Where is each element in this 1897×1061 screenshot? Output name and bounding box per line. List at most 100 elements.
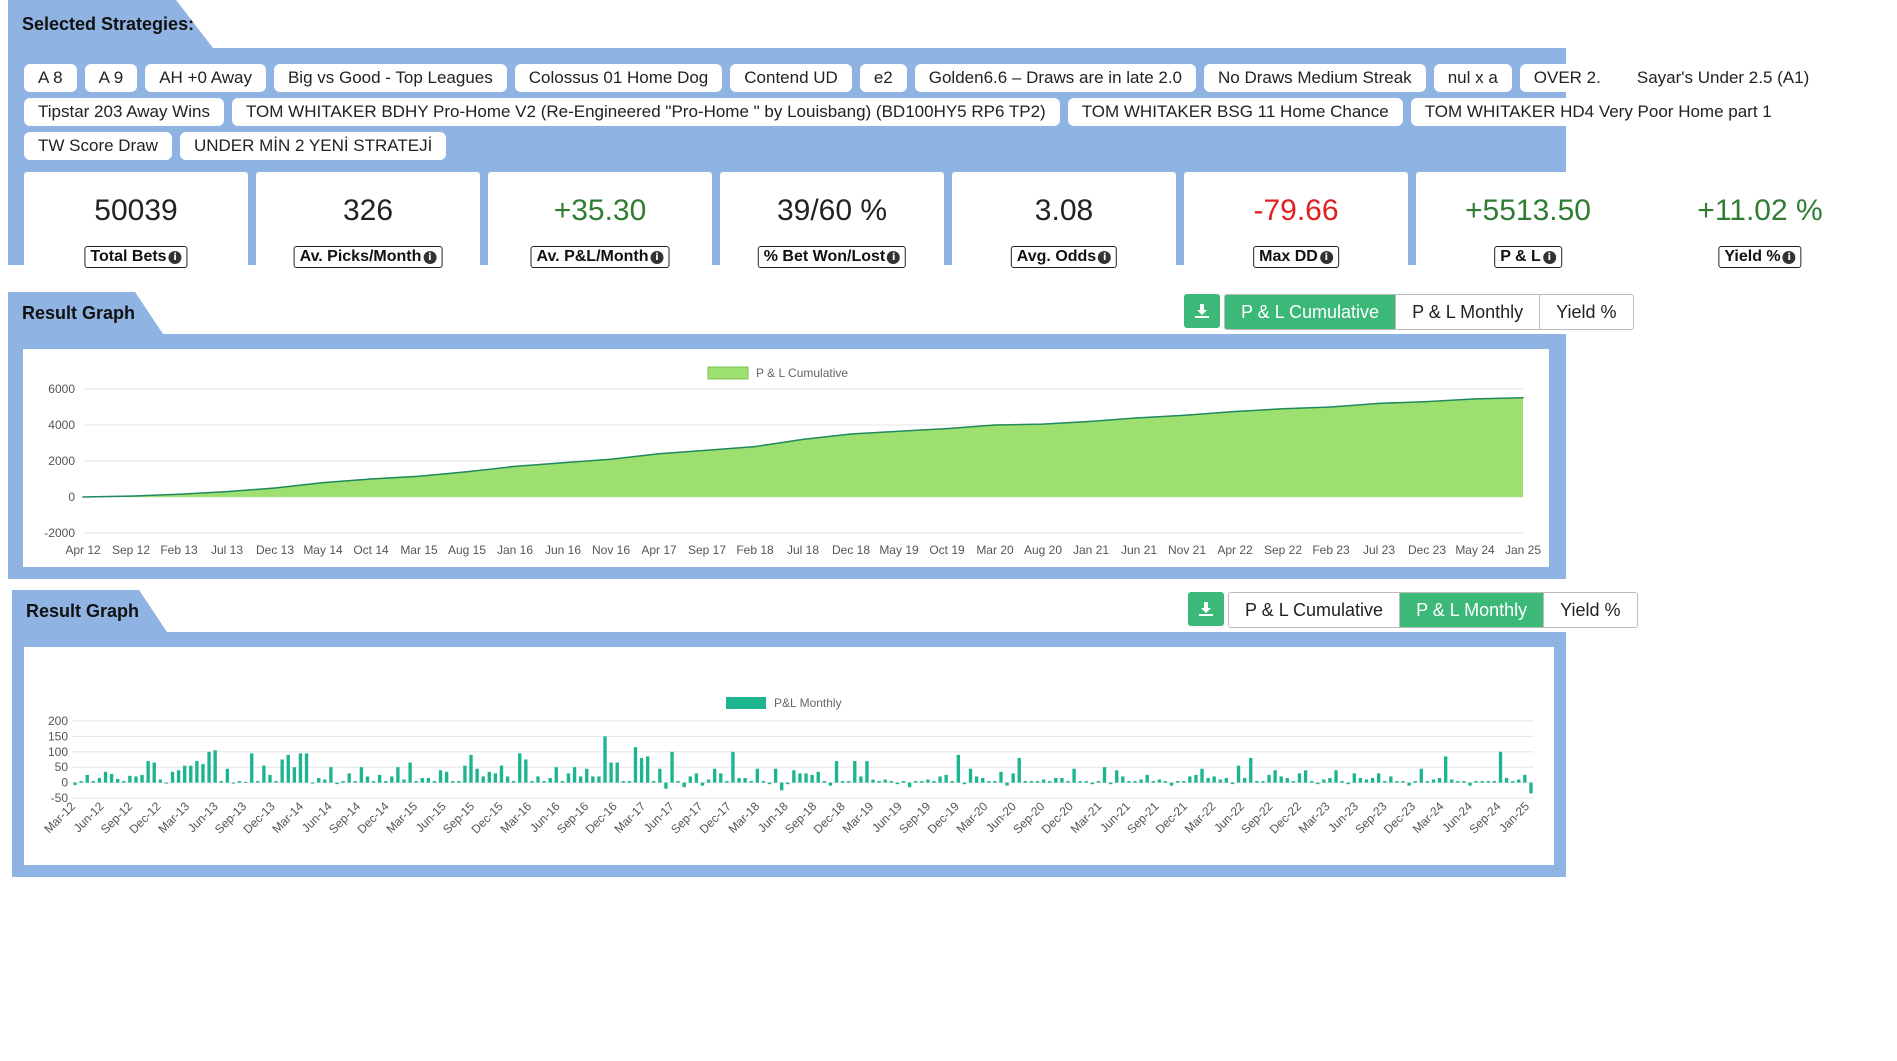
bar [432, 781, 437, 783]
area-fill [83, 397, 1523, 497]
download-button-2[interactable] [1188, 592, 1224, 626]
tab-p-l-cumulative[interactable]: P & L Cumulative [1229, 593, 1400, 627]
stat-label[interactable]: Av. Picks/Month i [293, 246, 443, 268]
strategy-chip[interactable]: TOM WHITAKER BSG 11 Home Chance [1067, 98, 1403, 126]
data-point [370, 478, 372, 480]
bar [554, 767, 558, 783]
strategy-chip[interactable]: OVER 2. [1519, 64, 1615, 92]
data-point [274, 487, 276, 489]
bar [987, 781, 991, 783]
bar [499, 765, 504, 783]
stat-label[interactable]: % Bet Won/Lost i [757, 246, 907, 268]
x-tick-label: Dec-15 [469, 799, 506, 836]
strategy-chip[interactable]: No Draws Medium Streak [1204, 64, 1426, 92]
bar [786, 782, 790, 785]
x-tick-label: Jul 23 [1363, 543, 1395, 557]
stat-label[interactable]: Max DD i [1253, 246, 1339, 268]
tab-p-l-monthly[interactable]: P & L Monthly [1395, 295, 1540, 329]
bar [853, 761, 857, 783]
tab-yield[interactable]: Yield % [1539, 295, 1633, 329]
y-tick-label: 0 [61, 776, 68, 790]
bar [1035, 781, 1040, 783]
x-tick-label: Dec-17 [697, 799, 734, 836]
stat-value: +11.02 % [1697, 194, 1823, 227]
bar [414, 781, 418, 783]
bar [1090, 782, 1095, 785]
bar [304, 753, 309, 783]
stat-label[interactable]: Avg. Odds i [1010, 246, 1118, 268]
bar [1498, 751, 1503, 783]
y-tick-label: -50 [51, 791, 69, 805]
strategy-chip[interactable]: AH +0 Away [145, 64, 266, 92]
strategy-chip[interactable]: nul x a [1433, 64, 1512, 92]
data-point [226, 490, 228, 493]
legend-swatch[interactable] [707, 366, 749, 380]
stat-label[interactable]: Av. P&L/Month i [530, 246, 670, 268]
info-icon[interactable]: i [1098, 251, 1112, 264]
bar [743, 777, 747, 783]
strategy-chip[interactable]: A 9 [84, 64, 138, 92]
tab-p-l-monthly[interactable]: P & L Monthly [1399, 593, 1544, 627]
strategy-chip[interactable]: Big vs Good - Top Leagues [273, 64, 507, 92]
x-tick-label: Dec-12 [126, 799, 163, 836]
bar [591, 776, 595, 783]
info-icon[interactable]: i [650, 251, 664, 264]
data-point [802, 438, 804, 441]
bar [773, 768, 778, 783]
bar [926, 779, 930, 783]
legend-label[interactable]: P & L Cumulative [756, 366, 848, 380]
x-tick-label: Apr 12 [65, 543, 101, 557]
bar [128, 775, 132, 783]
bar [1364, 779, 1369, 783]
bar [883, 779, 887, 783]
bar [73, 782, 77, 786]
data-point [1042, 423, 1044, 425]
stat-label[interactable]: Yield % i [1718, 246, 1802, 268]
info-icon[interactable]: i [1542, 251, 1556, 264]
bar [1133, 781, 1137, 783]
stat-label-text: % Bet Won/Lost [763, 248, 886, 265]
strategy-chip[interactable]: Contend UD [730, 64, 852, 92]
bar [578, 776, 583, 783]
strategy-chip[interactable]: Sayar's Under 2.5 (A1) [1622, 64, 1824, 92]
bar [292, 767, 297, 783]
download-button-1[interactable] [1184, 294, 1220, 328]
bar [1334, 770, 1338, 783]
legend-swatch[interactable] [726, 697, 766, 709]
data-point [1282, 408, 1284, 410]
bar [1249, 757, 1253, 783]
legend-label[interactable]: P&L Monthly [774, 696, 842, 710]
tab-yield[interactable]: Yield % [1543, 593, 1637, 627]
strategy-chip[interactable]: A 8 [24, 64, 77, 92]
strategy-chip[interactable]: TOM WHITAKER HD4 Very Poor Home part 1 [1410, 98, 1786, 126]
strategy-chip[interactable]: e2 [859, 64, 907, 92]
stat-label[interactable]: Total Bets i [84, 246, 188, 268]
bar [1443, 756, 1448, 783]
strategy-chip[interactable]: TW Score Draw [24, 132, 172, 160]
info-icon[interactable]: i [887, 251, 901, 264]
bar [390, 776, 394, 783]
tab-p-l-cumulative[interactable]: P & L Cumulative [1225, 295, 1396, 329]
strategy-chip[interactable]: Golden6.6 – Draws are in late 2.0 [914, 64, 1197, 92]
info-icon[interactable]: i [168, 251, 182, 264]
strategy-chip[interactable]: UNDER MİN 2 YENİ STRATEJİ [179, 132, 447, 160]
strategy-chip[interactable]: Colossus 01 Home Dog [514, 64, 723, 92]
bar [1218, 779, 1222, 783]
bar [895, 782, 900, 785]
bar [1054, 777, 1058, 783]
bar [792, 770, 796, 783]
info-icon[interactable]: i [1782, 251, 1796, 264]
bar [749, 781, 753, 783]
strategy-chip[interactable]: Tipstar 203 Away Wins [24, 98, 224, 126]
strategy-chip[interactable]: TOM WHITAKER BDHY Pro-Home V2 (Re-Engine… [231, 98, 1060, 126]
bar [79, 781, 83, 783]
data-point [1474, 398, 1476, 400]
bar [1078, 781, 1082, 783]
data-point [1234, 410, 1236, 413]
bar [451, 781, 455, 783]
info-icon[interactable]: i [1319, 251, 1333, 264]
info-icon[interactable]: i [423, 251, 437, 264]
bar [438, 770, 443, 783]
